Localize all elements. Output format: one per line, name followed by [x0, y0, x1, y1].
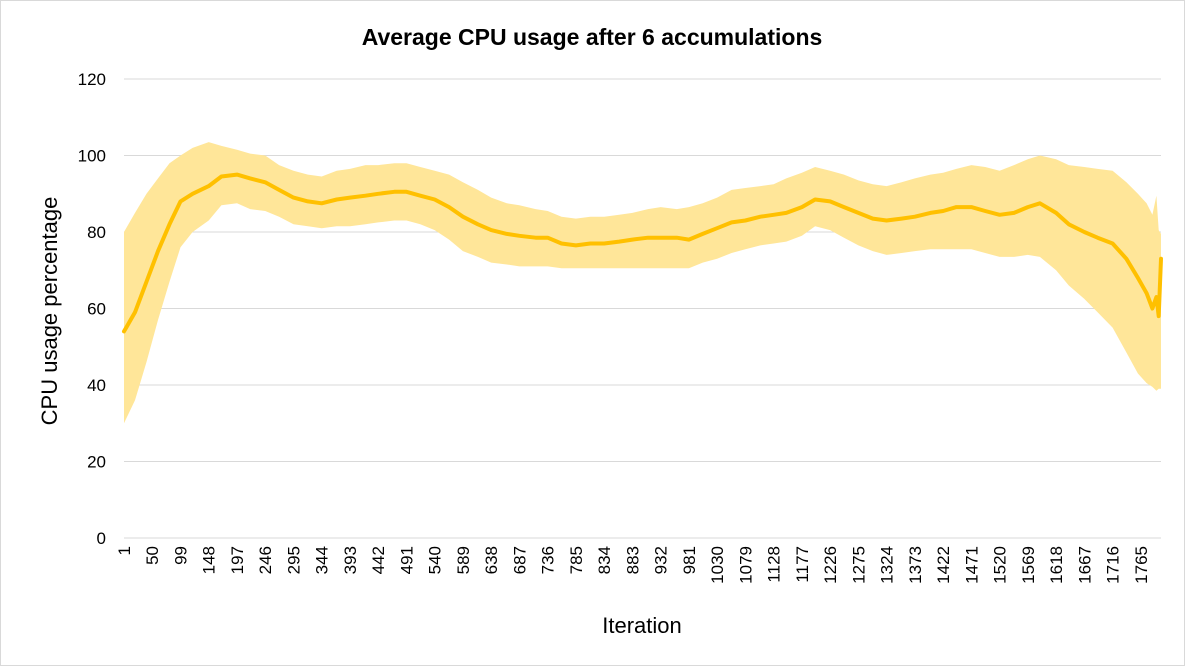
- y-tick-label: 40: [87, 376, 106, 395]
- x-tick-label: 1667: [1075, 546, 1094, 584]
- x-tick-label: 393: [341, 546, 360, 574]
- x-tick-label: 197: [228, 546, 247, 574]
- x-tick-label: 1569: [1019, 546, 1038, 584]
- x-tick-label: 687: [510, 546, 529, 574]
- x-tick-label: 736: [539, 546, 558, 574]
- x-tick-label: 442: [369, 546, 388, 574]
- x-tick-label: 981: [680, 546, 699, 574]
- x-tick-label: 148: [200, 546, 219, 574]
- x-tick-label: 246: [256, 546, 275, 574]
- y-axis-label: CPU usage percentage: [37, 197, 62, 426]
- x-tick-label: 540: [426, 546, 445, 574]
- x-tick-label: 1373: [906, 546, 925, 584]
- x-tick-label: 1324: [878, 546, 897, 584]
- x-tick-label: 834: [595, 546, 614, 574]
- x-tick-label: 932: [652, 546, 671, 574]
- x-tick-label: 785: [567, 546, 586, 574]
- x-tick-label: 295: [284, 546, 303, 574]
- x-tick-label: 1618: [1047, 546, 1066, 584]
- grid: [124, 78, 1161, 539]
- y-axis-ticks: 0 20 40 60 80 100 120: [78, 70, 106, 548]
- x-tick-label: 1422: [934, 546, 953, 584]
- x-tick-label: 589: [454, 546, 473, 574]
- x-axis-ticks: 1 50 99 148 197 246 295 344 393 442 491 540 589 638 68…: [115, 546, 1151, 584]
- x-axis-label: Iteration: [602, 613, 682, 638]
- x-tick-label: 1520: [991, 546, 1010, 584]
- chart-title: Average CPU usage after 6 accumulations: [362, 24, 823, 50]
- x-tick-label: 1: [115, 546, 134, 555]
- x-tick-label: 344: [313, 546, 332, 574]
- x-tick-label: 1471: [962, 546, 981, 584]
- x-tick-label: 1079: [736, 546, 755, 584]
- y-tick-label: 120: [78, 70, 106, 89]
- y-tick-label: 100: [78, 147, 106, 166]
- x-tick-label: 1128: [765, 546, 784, 583]
- x-tick-label: 491: [397, 546, 416, 574]
- y-tick-label: 60: [87, 300, 106, 319]
- x-tick-label: 1716: [1104, 546, 1123, 584]
- x-tick-label: 883: [623, 546, 642, 574]
- x-tick-label: 1177: [793, 546, 812, 583]
- x-tick-label: 1226: [821, 546, 840, 584]
- y-tick-label: 0: [97, 529, 106, 548]
- x-tick-label: 638: [482, 546, 501, 574]
- x-tick-label: 1030: [708, 546, 727, 584]
- x-tick-label: 1275: [849, 546, 868, 584]
- series-line: [122, 172, 1163, 334]
- y-tick-label: 80: [87, 223, 106, 242]
- y-tick-label: 20: [87, 453, 106, 472]
- error-band: [124, 142, 1161, 424]
- x-tick-label: 1765: [1132, 546, 1151, 584]
- x-tick-label: 99: [171, 546, 190, 565]
- x-tick-label: 50: [143, 546, 162, 565]
